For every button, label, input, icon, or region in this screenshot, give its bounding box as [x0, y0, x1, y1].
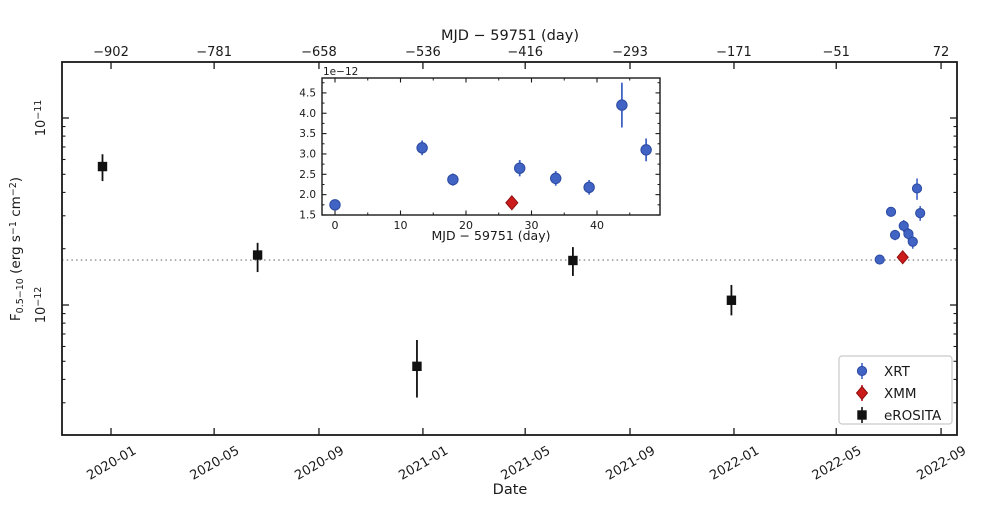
xrt-series — [874, 178, 926, 265]
legend-label-xmm: XMM — [884, 386, 917, 402]
x-axis-tick-label: 2022-09 — [915, 443, 970, 483]
top-axis-tick-label: −51 — [823, 45, 850, 60]
xrt-point — [903, 228, 914, 240]
legend-box — [838, 355, 953, 425]
erosita-point — [252, 250, 263, 260]
xrt-point — [447, 173, 459, 186]
top-axis-tick-label: −902 — [93, 45, 129, 60]
inset-x-tick-label: 40 — [590, 219, 604, 232]
inset-frame — [321, 77, 661, 216]
xrt-point — [911, 183, 923, 194]
top-axis-tick-label: −658 — [301, 45, 337, 60]
top-axis-title: MJD − 59751 (day) — [441, 28, 579, 44]
inset-plot-layer: 0 10 20 30 40 1.5 2.0 2.5 3.0 3.5 4.0 4.5 — [299, 77, 661, 232]
erosita-point — [726, 295, 737, 305]
erosita-point — [568, 255, 578, 266]
xmm-point — [896, 249, 909, 265]
inset-x-tick-label: 30 — [525, 219, 539, 232]
xrt-point — [583, 181, 595, 194]
xrt-point — [416, 142, 428, 154]
inset-y-tick-label: 1.5 — [299, 210, 316, 222]
top-axis-tick-label: −171 — [716, 45, 752, 60]
y-axis-title: F0.5−10 (erg s−1 cm−2) — [8, 177, 26, 321]
x-axis-tick-label: 2021-09 — [603, 443, 658, 483]
xrt-point — [640, 144, 652, 156]
inset-y-tick-label: 2.5 — [299, 169, 316, 181]
x-axis-tick-label: 2022-05 — [810, 443, 865, 483]
legend-marker-erosita — [857, 410, 867, 420]
xmm-series — [896, 249, 909, 265]
erosita-point — [412, 361, 422, 372]
legend: XRT XMM eROSITA — [838, 355, 953, 425]
top-axis-tick-label: −416 — [507, 45, 543, 60]
inset-x-tick-label: 10 — [394, 219, 408, 232]
legend-marker-xmm — [855, 385, 869, 401]
erosita-series — [97, 154, 737, 398]
y-axis-tick-label: 10−11 — [33, 100, 49, 137]
x-axis-tick-label: 2021-05 — [499, 443, 554, 483]
xrt-point — [889, 229, 901, 241]
inset-offset-label: 1e−12 — [323, 66, 358, 78]
top-axis-tick-label: 72 — [933, 45, 950, 60]
xrt-point — [885, 206, 897, 217]
inset-y-tick-label: 4.5 — [299, 87, 316, 99]
erosita-point — [97, 161, 108, 172]
legend-label-xrt: XRT — [884, 364, 911, 380]
x-axis-tick-label: 2021-01 — [396, 443, 451, 483]
top-axis-tick-label: −536 — [405, 45, 441, 60]
top-axis-tick-label: −293 — [612, 45, 648, 60]
xrt-point — [514, 162, 526, 174]
y-axis-tick-label: 10−12 — [33, 287, 49, 324]
inset-y-tick-label: 3.5 — [299, 128, 316, 140]
inset-y-tick-label: 2.0 — [299, 189, 316, 201]
legend-label-erosita: eROSITA — [884, 408, 942, 424]
xmm-point — [505, 195, 519, 211]
xrt-point — [616, 99, 628, 111]
xrt-point — [874, 254, 885, 265]
inset-y-tick-label: 4.0 — [299, 108, 316, 120]
xrt-point — [907, 236, 918, 247]
data-points-layer — [97, 154, 926, 398]
xrt-point — [915, 208, 926, 219]
xmm-series — [505, 195, 519, 211]
xrt-point — [898, 220, 909, 231]
x-axis-tick-label: 2020-01 — [84, 443, 139, 483]
x-axis-tick-label: 2020-05 — [188, 443, 243, 483]
x-axis-tick-label: 2020-09 — [292, 443, 347, 483]
x-axis-title: Date — [493, 482, 528, 498]
top-axis-tick-label: −781 — [196, 45, 232, 60]
x-axis-tick-label: 2022-01 — [707, 443, 762, 483]
xrt-series — [329, 82, 652, 211]
inset-x-tick-label: 20 — [459, 219, 473, 232]
inset-x-tick-label: 0 — [332, 219, 339, 232]
xrt-point — [329, 199, 341, 211]
legend-markers — [855, 363, 869, 423]
legend-marker-xrt — [856, 365, 868, 377]
inset-y-tick-label: 3.0 — [299, 148, 316, 160]
xrt-point — [550, 172, 562, 185]
inset-x-axis-title: MJD − 59751 (day) — [431, 228, 550, 243]
